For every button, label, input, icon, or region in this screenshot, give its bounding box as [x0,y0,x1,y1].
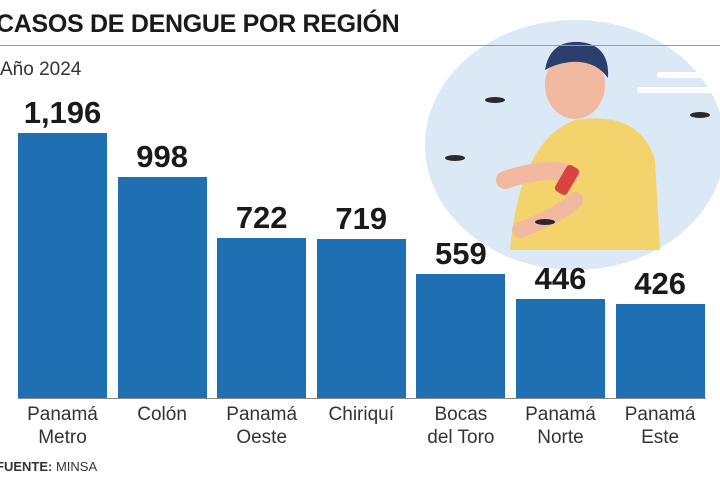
value-label: 1,196 [23,95,102,130]
arm [512,192,583,238]
value-label: 719 [335,200,388,236]
face [545,51,605,119]
bar [416,274,506,398]
chart-subtitle: Año 2024 [0,59,82,80]
bar [217,238,307,398]
source-label: FUENTE: [0,459,53,474]
value-label: 446 [534,261,587,297]
source: FUENTE: MINSA [0,459,97,474]
x-tick-label: Panamá Este [624,404,696,448]
bar [316,238,406,398]
hair [545,41,609,78]
source-text: MINSA [55,459,98,474]
cloud [637,72,713,93]
mosquitoes [445,97,710,225]
x-tick-label: Panamá Metro [27,404,98,448]
value-label: 426 [634,265,686,301]
bar [615,303,705,398]
bar [516,299,605,398]
baseline [18,398,706,399]
bar [117,176,207,398]
chart-title: CASOS DE DENGUE POR REGIÓN [0,10,400,38]
value-label: 559 [435,236,487,272]
x-tick-label: Panamá Oeste [226,404,298,448]
x-tick-label: Colón [137,404,187,425]
value-label: 998 [136,138,188,174]
x-tick-label: Bocas del Toro [427,404,495,448]
title-rule [0,45,720,46]
x-tick-label: Chiriquí [328,404,395,425]
x-tick-label: Panamá Norte [525,404,596,448]
value-label: 722 [235,200,288,236]
illustration [425,20,720,270]
bar [18,133,107,398]
spray [554,164,580,196]
